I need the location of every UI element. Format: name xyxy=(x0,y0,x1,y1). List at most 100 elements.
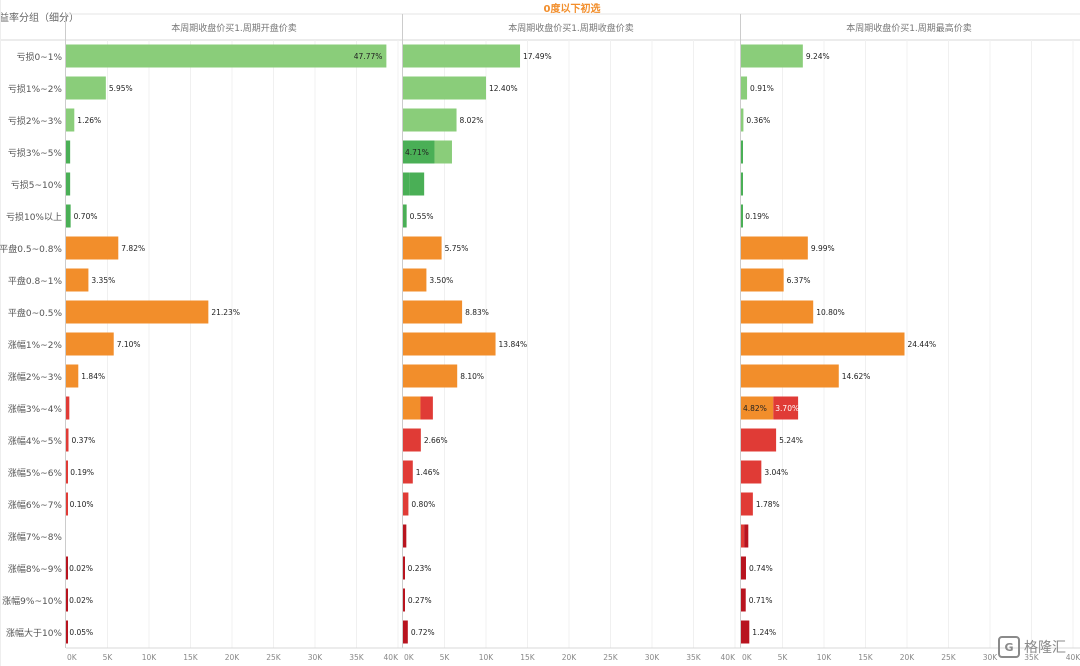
bar-segment xyxy=(741,588,746,612)
x-tick-label: 5K xyxy=(440,653,451,662)
bar-data-label: 13.84% xyxy=(499,340,528,349)
x-tick-label: 40K xyxy=(721,653,737,662)
bar-segment xyxy=(66,108,75,132)
bar-segment xyxy=(403,108,457,132)
bar-segment xyxy=(403,332,496,356)
bar-segment xyxy=(403,620,408,644)
bar-data-label: 24.44% xyxy=(908,340,937,349)
bar-segment xyxy=(741,76,748,100)
bar-segment xyxy=(420,396,433,420)
bar-data-label: 0.02% xyxy=(69,564,93,573)
bar-data-label: 1.46% xyxy=(416,468,440,477)
bar-segment xyxy=(66,556,68,580)
bar-segment xyxy=(66,364,79,388)
bar-segment xyxy=(741,460,762,484)
bar-data-label: 14.62% xyxy=(842,372,871,381)
category-label: 涨幅5%~6% xyxy=(8,467,63,479)
watermark-text: 格隆汇 xyxy=(1024,640,1066,656)
bar-segment xyxy=(403,268,427,292)
x-tick-label: 25K xyxy=(603,653,619,662)
category-label: 涨幅8%~9% xyxy=(8,563,63,575)
bar-segment xyxy=(773,396,799,420)
segment-data-label: 4.82% xyxy=(743,404,767,413)
category-label: 涨幅1%~2% xyxy=(8,339,63,351)
x-tick-label: 30K xyxy=(645,653,661,662)
bar-segment xyxy=(66,332,114,356)
bar-segment xyxy=(66,588,68,612)
bar-data-label: 7.10% xyxy=(117,340,141,349)
bar-data-label: 9.99% xyxy=(811,244,835,253)
bar-segment xyxy=(741,140,743,164)
category-label: 亏损0~1% xyxy=(16,51,62,63)
bar-segment xyxy=(403,428,421,452)
category-label: 平盘0.8~1% xyxy=(8,275,63,287)
bar-data-label: 0.55% xyxy=(410,212,434,221)
bar-segment xyxy=(741,332,905,356)
category-label: 涨幅6%~7% xyxy=(8,499,63,511)
x-tick-label: 20K xyxy=(562,653,578,662)
bar-data-label: 0.74% xyxy=(749,564,773,573)
bar-data-label: 10.80% xyxy=(816,308,845,317)
bar-data-label: 0.71% xyxy=(749,596,773,605)
segment-data-label: 4.71% xyxy=(405,148,429,157)
bar-segment xyxy=(741,204,743,228)
bar-segment xyxy=(741,524,745,548)
bar-segment xyxy=(403,140,435,164)
bar-data-label: 2.66% xyxy=(424,436,448,445)
bar-data-label: 1.78% xyxy=(756,500,780,509)
bar-segment xyxy=(66,204,71,228)
x-tick-label: 35K xyxy=(686,653,702,662)
bar-segment xyxy=(741,108,744,132)
x-tick-label: 20K xyxy=(225,653,241,662)
bar-segment xyxy=(66,620,68,644)
bar-segment xyxy=(66,460,68,484)
bar-data-label: 17.49% xyxy=(523,52,552,61)
bar-data-label: 5.95% xyxy=(109,84,133,93)
bar-data-label: 8.83% xyxy=(465,308,489,317)
bar-data-label: 1.84% xyxy=(81,372,105,381)
bar-segment xyxy=(741,556,746,580)
bar-segment xyxy=(741,492,753,516)
bar-data-label: 0.02% xyxy=(69,596,93,605)
bar-data-label: 7.82% xyxy=(121,244,145,253)
category-label: 涨幅2%~3% xyxy=(8,371,63,383)
bar-segment xyxy=(741,428,777,452)
bar-segment xyxy=(403,396,421,420)
category-label: 涨幅大于10% xyxy=(6,627,62,639)
bar-segment xyxy=(403,460,413,484)
bar-data-label: 0.91% xyxy=(750,84,774,93)
x-tick-label: 5K xyxy=(778,653,789,662)
bar-data-label: 0.72% xyxy=(411,628,435,637)
row-header: 收益率分组（细分） xyxy=(0,11,79,24)
panel-title: 本周期收盘价买1.周期开盘价卖 xyxy=(171,22,297,34)
bar-data-label: 5.24% xyxy=(779,436,803,445)
bar-data-label: 47.77% xyxy=(354,52,383,61)
bar-data-label: 0.19% xyxy=(70,468,94,477)
bar-data-label: 0.10% xyxy=(70,500,94,509)
watermark: G 格隆汇 xyxy=(998,636,1066,658)
x-tick-label: 15K xyxy=(183,653,199,662)
bar-segment xyxy=(434,140,452,164)
x-tick-label: 0K xyxy=(404,653,415,662)
x-tick-label: 0K xyxy=(742,653,753,662)
bar-data-label: 1.24% xyxy=(752,628,776,637)
bar-segment xyxy=(403,524,407,548)
bar-segment xyxy=(66,76,106,100)
bar-segment xyxy=(741,620,750,644)
bar-data-label: 9.24% xyxy=(806,52,830,61)
bar-data-label: 6.37% xyxy=(787,276,811,285)
x-tick-label: 5K xyxy=(103,653,114,662)
bar-segment xyxy=(66,492,68,516)
category-label: 平盘0.5~0.8% xyxy=(0,243,62,255)
x-tick-label: 10K xyxy=(817,653,833,662)
panel-title: 本周期收盘价买1.周期收盘价卖 xyxy=(508,22,634,34)
bar-segment xyxy=(66,44,387,68)
bar-segment xyxy=(741,396,774,420)
x-tick-label: 40K xyxy=(384,653,400,662)
category-label: 涨幅9%~10% xyxy=(2,595,62,607)
chart-title: 0度以下初选 xyxy=(544,2,601,15)
bar-segment xyxy=(66,428,69,452)
bar-segment xyxy=(741,236,808,260)
panel-title: 本周期收盘价买1.周期最高价卖 xyxy=(846,22,972,34)
